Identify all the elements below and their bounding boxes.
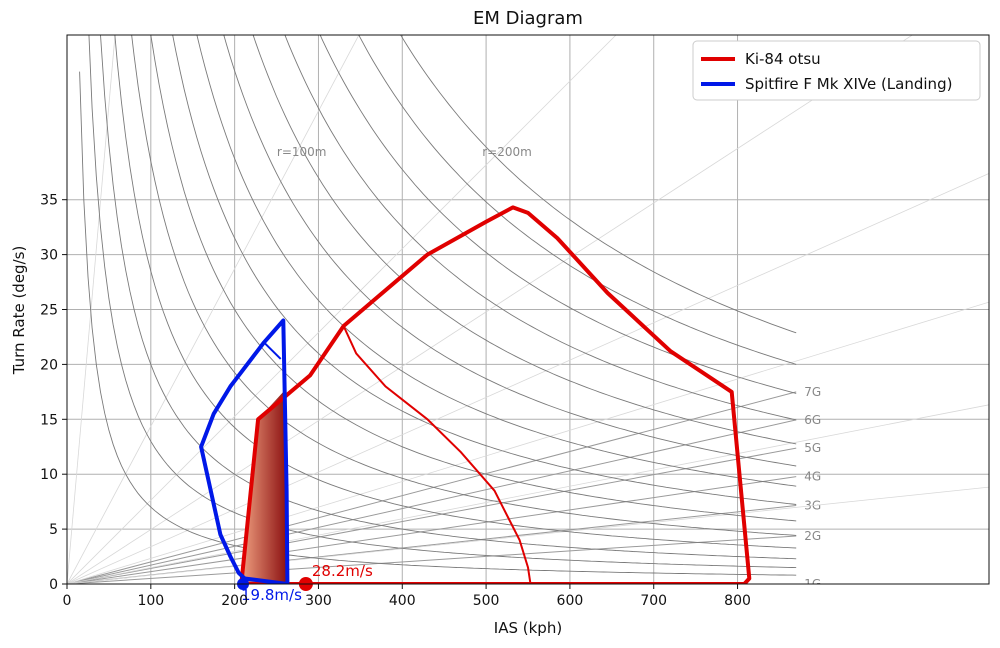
radius-curve	[252, 35, 797, 445]
radial-guide	[67, 486, 989, 584]
radius-curve	[284, 35, 797, 421]
x-tick-label: 500	[473, 593, 500, 609]
x-tick-label: 700	[640, 593, 667, 609]
legend: Ki-84 otsu Spitfire F Mk XIVe (Landing)	[692, 40, 981, 101]
g-line	[67, 447, 797, 584]
x-tick-label: 600	[557, 593, 584, 609]
g-line-label: 1G	[804, 577, 821, 591]
radius-curves: r=100m r=200m	[79, 35, 797, 576]
y-tick-label: 5	[49, 522, 58, 538]
legend-label-spitfire: Spitfire F Mk XIVe (Landing)	[745, 75, 952, 93]
radius-label: r=200m	[482, 145, 532, 159]
y-tick-label: 35	[40, 193, 58, 209]
g-line-label: 5G	[804, 441, 821, 455]
radius-curve	[358, 35, 797, 365]
series-spitfire-inner	[263, 341, 282, 360]
radius-curve	[319, 35, 797, 394]
g-line	[67, 535, 797, 584]
x-tick-label: 300	[305, 593, 332, 609]
shaded-region	[241, 391, 288, 584]
radius-curve	[100, 35, 797, 560]
chart-title: EM Diagram	[473, 8, 583, 29]
radial-guide	[67, 35, 617, 584]
radius-curve	[79, 71, 797, 576]
g-line	[67, 419, 797, 584]
radial-guide	[67, 301, 989, 584]
radius-curve	[131, 35, 797, 536]
y-tick-label: 15	[40, 412, 58, 428]
radial-guide	[67, 35, 116, 584]
x-tick-label: 100	[137, 593, 164, 609]
radial-guide	[67, 35, 914, 584]
y-tick-label: 25	[40, 303, 58, 319]
radius-curve	[400, 35, 797, 334]
annotation-layer: 28.2m/s 19.8m/s	[237, 562, 373, 604]
y-tick-label: 30	[40, 248, 58, 264]
g-line-label: 7G	[804, 385, 821, 399]
radius-curve	[223, 35, 797, 467]
g-line	[67, 476, 797, 584]
radial-guide	[67, 404, 989, 584]
x-tick-label: 200	[221, 593, 248, 609]
tick-layer: 0 100 200 300 400 500 600 700 800 0 5 10 15 20 25 30 35	[40, 193, 751, 609]
legend-box	[692, 40, 981, 101]
series-layer	[199, 205, 752, 584]
spitfire-stall-label: 19.8m/s	[241, 586, 302, 604]
radius-curve	[88, 35, 797, 569]
radius-curve	[196, 35, 797, 487]
x-tick-label: 0	[63, 593, 72, 609]
series-ki84-outline	[239, 205, 752, 584]
y-axis-label: Turn Rate (deg/s)	[10, 246, 28, 376]
y-tick-label: 20	[40, 357, 58, 373]
shaded-region-layer	[241, 391, 288, 584]
x-axis-label: IAS (kph)	[494, 619, 562, 637]
g-line-label: 6G	[804, 413, 821, 427]
radius-label: r=100m	[277, 145, 327, 159]
g-line-label: 4G	[804, 470, 821, 484]
y-tick-label: 10	[40, 467, 58, 483]
g-lines: 1G2G3G4G5G6G7G	[67, 35, 989, 591]
radius-curve	[150, 35, 797, 522]
radius-curve	[114, 35, 797, 549]
series-spitfire-outline	[199, 318, 290, 584]
x-tick-label: 800	[724, 593, 751, 609]
legend-label-ki84: Ki-84 otsu	[745, 50, 821, 68]
grid-layer	[67, 35, 989, 584]
ki84-stall-label: 28.2m/s	[312, 562, 373, 580]
x-tick-label: 400	[389, 593, 416, 609]
g-line	[67, 391, 797, 584]
radius-curve	[172, 35, 797, 505]
radial-guide	[67, 173, 989, 584]
g-line-label: 2G	[804, 529, 821, 543]
y-tick-label: 0	[49, 577, 58, 593]
series-ki84-sustained	[342, 325, 532, 584]
